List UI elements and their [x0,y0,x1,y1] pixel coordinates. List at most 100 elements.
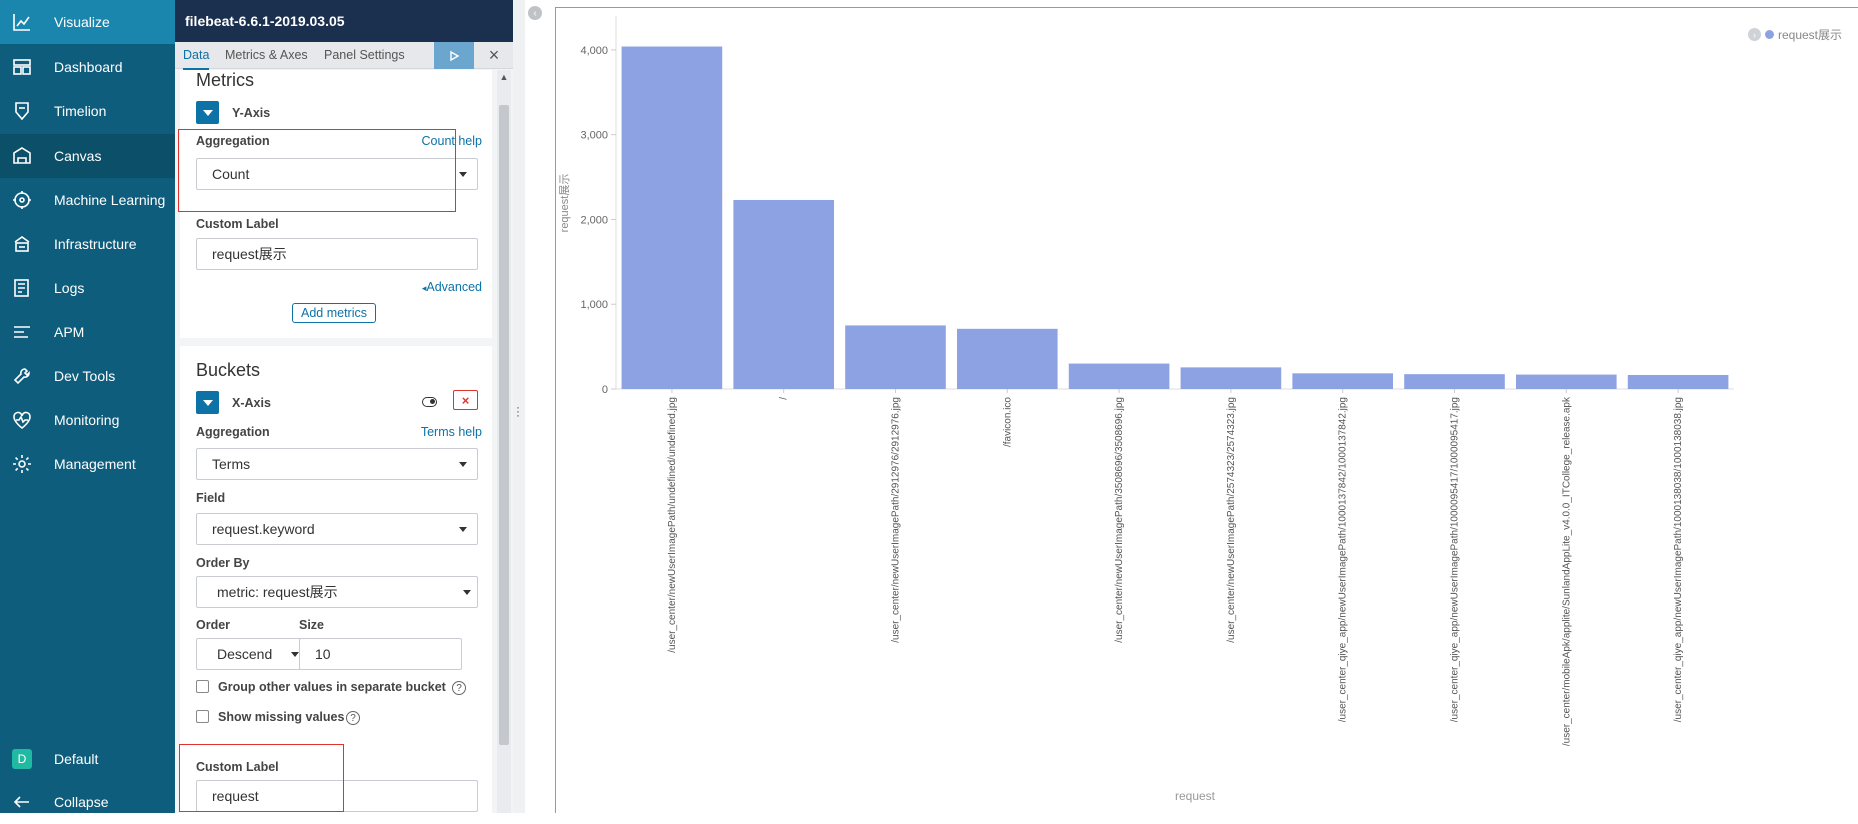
size-input[interactable]: 10 [299,638,462,670]
x-tick-label: /favicon.ico [1002,397,1013,447]
chart-bar[interactable] [1068,363,1170,389]
nav-item-dashboard[interactable]: Dashboard [0,45,175,89]
chevron-down-icon [459,172,467,177]
nav-label: Canvas [54,148,102,164]
legend-toggle-icon[interactable]: › [1747,28,1761,41]
chart-bar[interactable] [733,199,835,389]
scroll-up-arrow[interactable]: ▲ [499,72,509,82]
nav-item-canvas[interactable]: Canvas [0,134,175,178]
bucket-aggregation-select[interactable]: Terms [196,448,478,480]
buckets-heading: Buckets [196,360,261,380]
nav-label: Visualize [54,14,110,30]
nav-item-logs[interactable]: Logs [0,266,175,310]
y-axis-label: Y-Axis [232,106,271,120]
bucket-aggregation-value: Terms [212,456,251,472]
logs-icon [11,277,33,299]
remove-aggregation-button[interactable]: × [453,390,478,410]
group-other-checkbox[interactable] [196,680,209,693]
nav-item-management[interactable]: Management [0,442,175,486]
dashboard-icon [11,56,33,78]
x-axis-toggle-button[interactable] [196,391,219,414]
y-tick-label: 2,000 [580,214,608,226]
chart-bar[interactable] [621,46,723,389]
metric-custom-label-value: request展示 [212,246,287,262]
chart-bar[interactable] [845,325,946,389]
legend-swatch [1764,30,1774,39]
y-tick-label: 0 [602,384,608,396]
size-label: Size [299,618,325,632]
disable-aggregation-toggle[interactable] [420,394,438,410]
collapse-nav-button[interactable]: Collapse [0,780,175,824]
show-missing-label: Show missing values [218,710,345,724]
nav-item-timelion[interactable]: Timelion [0,89,175,133]
chevron-down-icon [463,590,471,595]
chart-bar[interactable] [1515,374,1617,389]
visualize-icon [11,11,33,33]
chart-bar[interactable] [1292,373,1394,389]
apply-changes-button[interactable] [434,42,474,69]
y-tick-label: 1,000 [580,299,608,311]
custom-label-label: Custom Label [196,217,279,231]
question-icon: ? [346,711,360,725]
nav-label: Machine Learning [54,192,166,208]
side-navigation: Visualize Dashboard Timelion Canvas Mach… [0,0,175,813]
y-tick-label: 3,000 [580,130,608,142]
legend-label[interactable]: request展示 [1777,28,1842,42]
bucket-custom-label-input[interactable]: request [196,780,478,812]
terms-help-link[interactable]: Terms help [420,425,482,439]
machine-learning-icon [11,189,33,211]
order-by-value: metric: request展示 [217,584,338,600]
gear-icon [11,453,33,475]
nav-item-apm[interactable]: APM [0,310,175,354]
order-select[interactable]: Descend [196,638,306,670]
metrics-section: Metrics Y-Axis Aggregation Count help Co… [180,70,492,338]
space-selector[interactable]: D Default [0,737,175,781]
tab-metrics-axes[interactable]: Metrics & Axes [225,48,308,62]
y-axis-toggle-button[interactable] [196,101,219,124]
chart-bar[interactable] [956,328,1058,389]
group-other-label: Group other values in separate bucket [218,680,446,694]
show-missing-checkbox[interactable] [196,710,209,723]
question-icon: ? [452,681,466,695]
close-icon: × [461,392,470,408]
editor-scrollbar-thumb[interactable] [499,105,509,745]
collapse-editor-button[interactable]: ‹ [528,6,542,20]
canvas-icon [11,145,33,167]
apm-icon [11,321,33,343]
field-select[interactable]: request.keyword [196,513,478,545]
tab-panel-settings[interactable]: Panel Settings [324,48,405,62]
chart-bar[interactable] [1404,374,1505,389]
order-by-select[interactable]: metric: request展示 [196,576,478,608]
nav-item-visualize[interactable]: Visualize [0,0,175,44]
chart-bar[interactable] [1180,367,1282,389]
order-label: Order [196,618,231,632]
x-tick-label: /user_center/mobileApk/applite/SunlandAp… [1561,396,1572,746]
bucket-aggregation-label: Aggregation [196,425,270,439]
order-by-label: Order By [196,556,250,570]
tab-data[interactable]: Data [183,42,210,70]
x-tick-label: /user_center_qiye_app/newUserImagePath/1… [1673,397,1684,722]
timelion-icon [11,100,33,122]
x-axis-title: request [1175,789,1216,803]
infrastructure-icon [11,233,33,255]
nav-item-infrastructure[interactable]: Infrastructure [0,222,175,266]
add-metrics-button[interactable]: Add metrics [292,303,376,323]
metric-custom-label-input[interactable]: request展示 [196,238,478,270]
count-help-link[interactable]: Count help [421,134,482,148]
nav-label: Monitoring [54,412,120,428]
x-tick-label: /user_center_qiye_app/newUserImagePath/1… [1450,397,1461,722]
metric-aggregation-value: Count [212,166,250,182]
panel-resize-handle[interactable] [513,0,525,813]
buckets-section: Buckets X-Axis × Aggregation Terms help … [180,346,492,813]
x-axis-label: X-Axis [232,396,271,410]
metric-aggregation-select[interactable]: Count [196,158,478,190]
advanced-toggle-link[interactable]: ◂Advanced [422,280,482,294]
chart-legend: › request展示 [1747,26,1842,43]
nav-label: Logs [54,280,85,296]
nav-item-monitoring[interactable]: Monitoring [0,398,175,442]
chart-bar[interactable] [1627,375,1729,389]
nav-item-dev-tools[interactable]: Dev Tools [0,354,175,398]
nav-item-machine-learning[interactable]: Machine Learning [0,178,175,222]
discard-changes-button[interactable]: × [475,42,513,69]
nav-label: Infrastructure [54,236,137,252]
